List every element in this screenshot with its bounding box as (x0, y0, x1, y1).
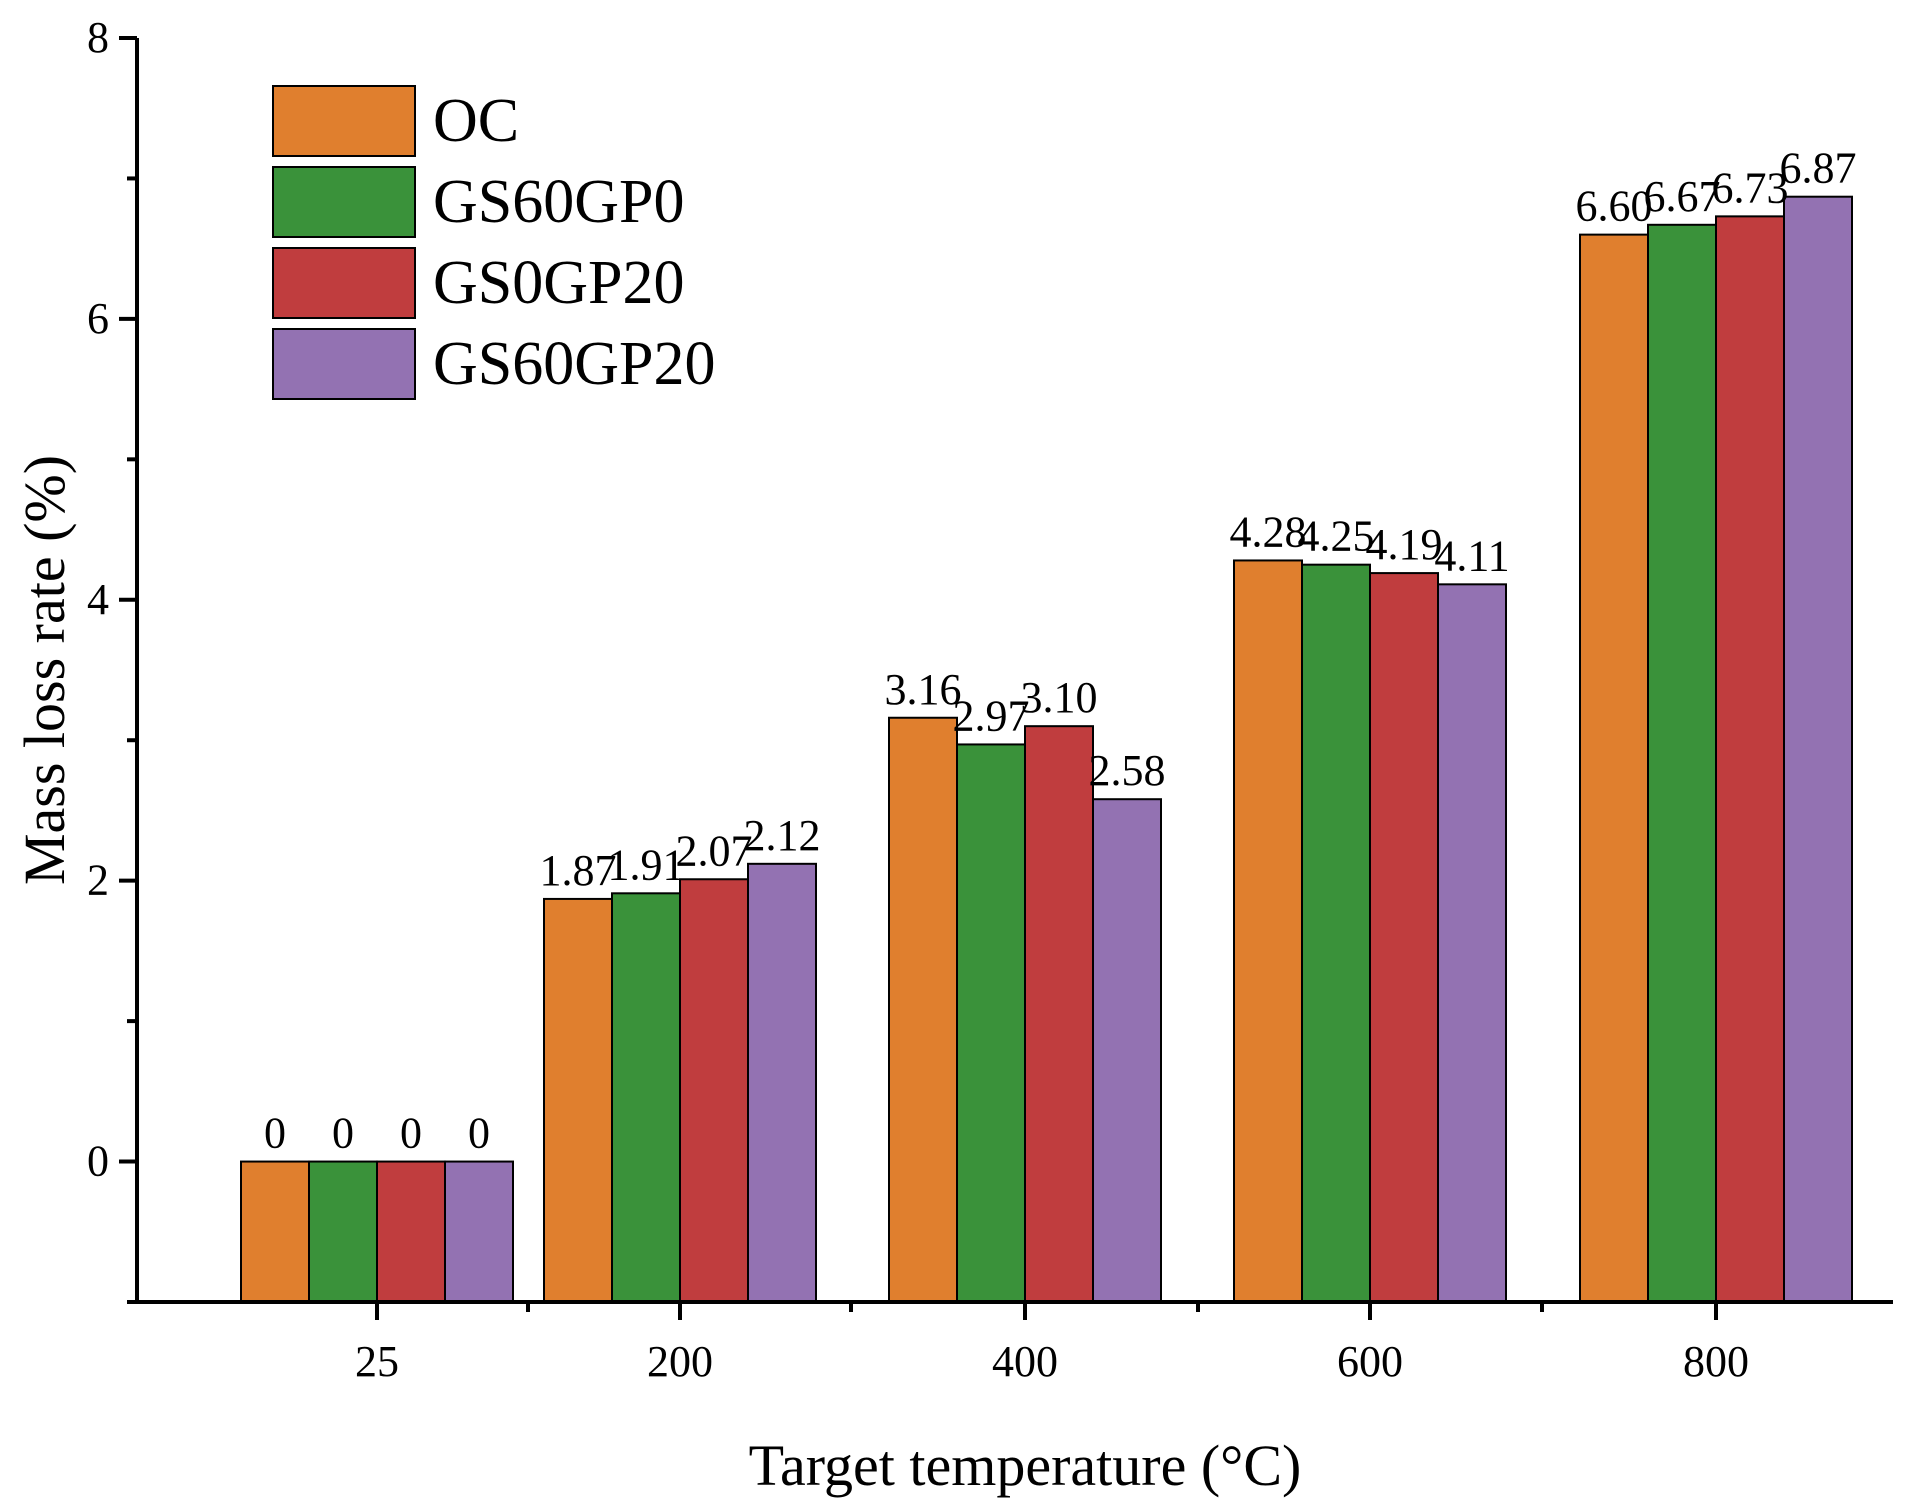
bar-gs60gp0-200 (611, 892, 681, 1303)
bar-gs0gp20-400 (1024, 725, 1094, 1303)
x-tick-label-800: 800 (1683, 1337, 1749, 1386)
y-tick-label-0: 0 (87, 1137, 109, 1186)
data-label-gs60gp20-25: 0 (468, 1109, 490, 1158)
data-label-oc-200: 1.87 (540, 846, 617, 895)
data-label-gs60gp0-25: 0 (332, 1109, 354, 1158)
legend-label-gs0gp20: GS0GP20 (433, 249, 685, 317)
x-axis-title: Target temperature (°C) (749, 1433, 1302, 1498)
bar-gs60gp0-800 (1647, 223, 1717, 1303)
bar-gs0gp20-600 (1369, 572, 1439, 1303)
data-label-gs60gp0-200: 1.91 (608, 840, 685, 889)
data-label-oc-400: 3.16 (885, 665, 962, 714)
bar-gs60gp20-800 (1783, 195, 1853, 1303)
data-label-gs60gp20-800: 6.87 (1780, 144, 1857, 193)
data-label-gs60gp0-400: 2.97 (953, 691, 1030, 740)
y-tick-label-4: 4 (87, 575, 109, 624)
data-label-gs0gp20-600: 4.19 (1366, 520, 1443, 569)
legend: OC GS60GP0 GS0GP20 GS60GP20 (272, 85, 716, 400)
legend-swatch-gs60gp20 (272, 328, 416, 400)
x-tick-label-400: 400 (992, 1337, 1058, 1386)
bar-oc-400 (888, 716, 958, 1303)
data-label-gs60gp0-800: 6.67 (1644, 172, 1721, 221)
data-label-gs60gp20-600: 4.11 (1434, 531, 1509, 580)
data-label-oc-25: 0 (264, 1109, 286, 1158)
bar-gs60gp20-25 (444, 1160, 514, 1303)
bar-oc-800 (1579, 233, 1649, 1304)
bar-gs60gp0-400 (956, 743, 1026, 1303)
bar-gs60gp0-25 (308, 1160, 378, 1303)
legend-label-oc: OC (433, 87, 519, 155)
legend-label-gs60gp0: GS60GP0 (433, 168, 685, 236)
bar-gs60gp20-200 (747, 862, 817, 1304)
data-label-gs0gp20-25: 0 (400, 1109, 422, 1158)
data-label-gs60gp20-400: 2.58 (1089, 746, 1166, 795)
axes-layer: 0 2 4 6 8 25 200 400 600 800 (87, 13, 1893, 1386)
bar-oc-25 (240, 1160, 310, 1303)
data-labels-layer: 0 1.87 3.16 4.28 6.60 0 1.91 2.97 4.25 6.67 0 2.07 3… (264, 144, 1857, 1158)
data-label-gs60gp0-600: 4.25 (1298, 512, 1375, 561)
legend-label-gs60gp20: GS60GP20 (433, 330, 716, 398)
data-label-oc-800: 6.60 (1576, 182, 1653, 231)
y-axis-title: Mass loss rate (%) (12, 455, 77, 885)
x-tick-label-200: 200 (647, 1337, 713, 1386)
bar-gs0gp20-25 (376, 1160, 446, 1303)
bar-gs60gp20-400 (1092, 798, 1162, 1303)
y-tick-label-6: 6 (87, 294, 109, 343)
data-label-oc-600: 4.28 (1230, 507, 1307, 556)
data-label-gs0gp20-400: 3.10 (1021, 673, 1098, 722)
legend-swatch-oc (272, 85, 416, 157)
bar-oc-600 (1233, 559, 1303, 1303)
data-label-gs0gp20-200: 2.07 (676, 826, 753, 875)
x-tick-label-25: 25 (355, 1337, 399, 1386)
bar-oc-200 (543, 897, 613, 1303)
data-label-gs60gp20-200: 2.12 (744, 811, 821, 860)
bar-gs60gp20-600 (1437, 583, 1507, 1303)
y-tick-label-8: 8 (87, 13, 109, 62)
data-label-gs0gp20-800: 6.73 (1712, 163, 1789, 212)
legend-swatch-gs60gp0 (272, 166, 416, 238)
x-tick-label-600: 600 (1337, 1337, 1403, 1386)
bar-gs0gp20-200 (679, 878, 749, 1303)
bars-layer (240, 195, 1853, 1304)
y-tick-label-2: 2 (87, 856, 109, 905)
bar-gs0gp20-800 (1715, 215, 1785, 1303)
bar-gs60gp0-600 (1301, 563, 1371, 1303)
legend-swatch-gs0gp20 (272, 247, 416, 319)
